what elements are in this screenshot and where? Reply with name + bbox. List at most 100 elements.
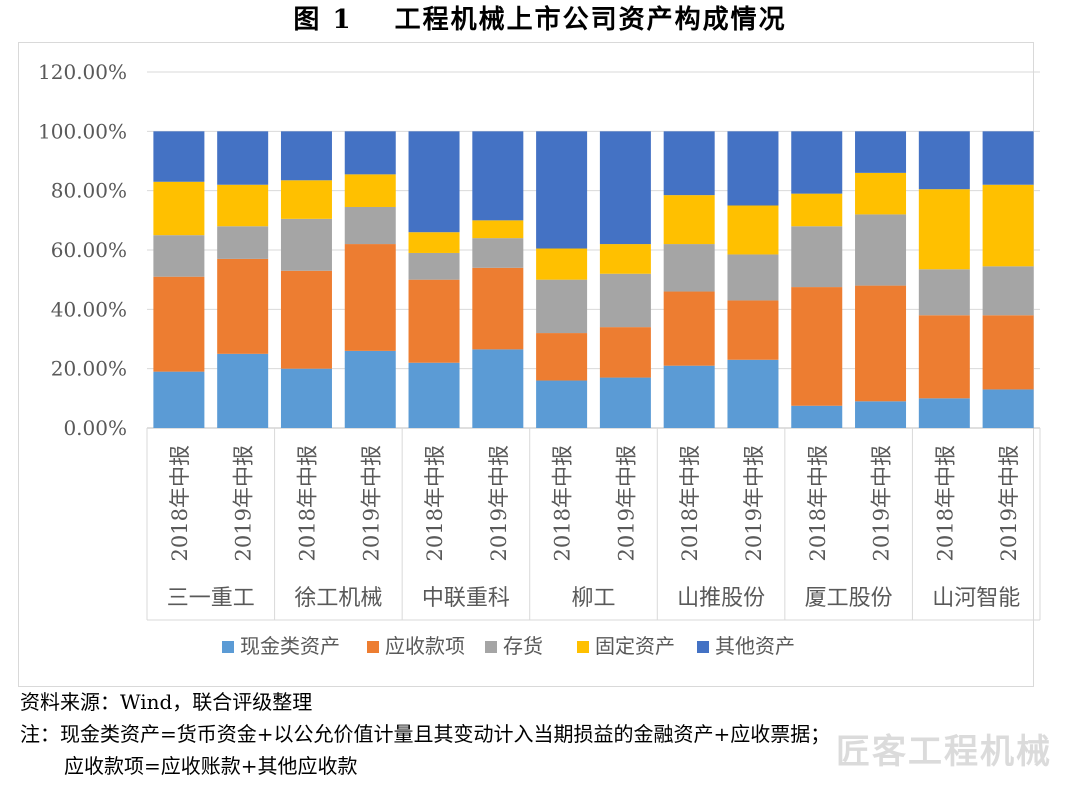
x-period-label: 2018年中报 [551,445,575,561]
bar-segment [408,232,460,253]
bar-segment [727,359,779,428]
bar-segment [982,184,1034,267]
bar-segment [727,131,779,206]
bar-segment [727,254,779,301]
bar-segment [791,193,843,227]
x-group-label: 山推股份 [677,586,765,611]
x-period-label: 2018年中报 [933,445,957,561]
bar-segment [599,244,651,274]
bar-segment [918,131,970,190]
bar-segment [408,279,460,363]
x-period-label: 2019年中报 [742,445,766,561]
legend-label: 其他资产 [715,634,795,658]
bar-segment [408,252,460,280]
bar-segment [727,300,779,360]
bar-segment [280,270,332,369]
bar-segment [472,131,524,221]
x-period-label: 2019年中报 [614,445,638,561]
bar-segment [855,214,907,286]
x-period-label: 2019年中报 [359,445,383,561]
bar-segment [344,174,396,207]
legend-label: 应收款项 [385,634,465,658]
bar-segment [982,266,1034,316]
bar-segment [472,267,524,350]
bar-segment [663,131,715,196]
x-period-label: 2018年中报 [423,445,447,561]
legend-swatch [367,641,379,653]
bar-segment [855,285,907,402]
bar-segment [982,131,1034,185]
bar-segment [663,365,715,428]
x-group-label: 三一重工 [167,586,255,611]
legend-label: 固定资产 [595,634,675,658]
bar-segment [217,184,269,227]
bar-segment [217,226,269,259]
bar-segment [918,189,970,270]
x-period-label: 2018年中报 [168,445,192,561]
y-tick-label: 80.00% [51,179,127,203]
x-period-label: 2019年中报 [870,445,894,561]
y-tick-label: 120.00% [38,60,127,84]
bar-segment [791,287,843,406]
definition-note-1: 注：现金类资产=货币资金+以公允价值计量且其变动计入当期损益的金融资产+应收票据… [20,722,831,746]
bar-segment [791,405,843,428]
bar-segment [982,389,1034,428]
bar-segment [536,131,588,249]
source-note: 资料来源：Wind，联合评级整理 [20,690,313,714]
y-tick-label: 0.00% [63,416,127,440]
bar-segment [217,353,269,428]
bar-segment [536,333,588,381]
x-period-label: 2018年中报 [678,445,702,561]
bar-segment [982,315,1034,390]
y-tick-label: 100.00% [38,119,127,143]
x-group-label: 柳工 [571,586,615,611]
y-tick-label: 40.00% [51,297,127,321]
bar-segment [918,269,970,316]
bar-segment [599,327,651,378]
bar-segment [663,244,715,292]
figure-number: 图 1 [293,5,353,35]
bar-segment [663,195,715,245]
bar-segment [599,131,651,245]
x-group-label: 徐工机械 [294,586,382,611]
bar-segment [472,220,524,239]
bar-segment [663,291,715,366]
bar-segment [280,180,332,219]
bar-segment [344,350,396,428]
bar-segment [536,248,588,280]
y-tick-label: 20.00% [51,357,127,381]
bar-segment [153,181,205,236]
chart-title: 图 1 工程机械上市公司资产构成情况 [0,0,1080,40]
bar-segment [855,401,907,428]
bar-segment [217,131,269,185]
bar-segment [280,131,332,181]
bar-segment [727,205,779,255]
legend-swatch [485,641,497,653]
bar-segment [599,273,651,328]
bar-segment [344,206,396,245]
legend-swatch [697,641,709,653]
bar-segment [217,258,269,354]
y-tick-label: 60.00% [51,238,127,262]
x-period-label: 2018年中报 [295,445,319,561]
bar-segment [344,244,396,351]
bar-segment [472,238,524,268]
bar-segment [599,377,651,428]
bar-segment [280,218,332,271]
legend-label: 现金类资产 [240,634,340,658]
bar-segment [855,131,907,173]
watermark-logo: 匠客工程机械 [836,732,1052,772]
legend-swatch [222,641,234,653]
x-period-label: 2019年中报 [487,445,511,561]
bar-segment [153,235,205,277]
bar-segment [791,226,843,288]
legend-label: 存货 [503,634,543,658]
legend-swatch [577,641,589,653]
x-period-label: 2018年中报 [806,445,830,561]
x-group-label: 山河智能 [932,586,1020,611]
x-group-label: 中联重科 [422,586,510,611]
bar-segment [153,131,205,182]
bar-segment [791,131,843,194]
bar-segment [918,398,970,428]
